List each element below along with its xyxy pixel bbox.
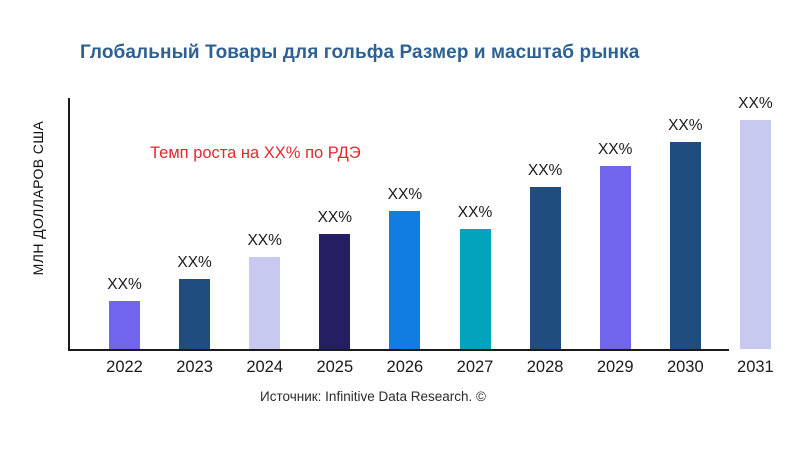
bar-group: XX% 2024 xyxy=(246,96,283,376)
bar-group: XX% 2027 xyxy=(457,96,494,376)
growth-rate-annotation: Темп роста на XX% по РДЭ xyxy=(150,144,361,162)
bar-value-label: XX% xyxy=(387,186,423,203)
bar-value-label: XX% xyxy=(668,117,703,134)
x-tick-label: 2023 xyxy=(176,358,213,376)
x-tick-label: 2022 xyxy=(106,358,143,376)
bar xyxy=(529,187,561,349)
bar-value-label: XX% xyxy=(317,209,353,226)
x-tick-label: 2027 xyxy=(456,358,494,376)
bar-group: XX% 2030 xyxy=(667,96,704,376)
y-axis-label: МЛН ДОЛЛАРОВ США xyxy=(30,120,46,276)
bar xyxy=(669,142,701,349)
x-axis-line xyxy=(68,349,729,351)
bar xyxy=(179,279,211,349)
x-tick-label: 2025 xyxy=(316,358,354,376)
bar-group: XX% 2026 xyxy=(387,96,424,376)
bar-group: XX% 2025 xyxy=(316,96,353,376)
bar-value-label: XX% xyxy=(457,204,493,221)
x-tick-label: 2029 xyxy=(596,358,634,376)
bar-group: XX% 2029 xyxy=(597,96,634,376)
x-tick-label: 2026 xyxy=(386,358,424,376)
x-tick-label: 2028 xyxy=(526,358,564,376)
bar-value-label: XX% xyxy=(597,141,633,158)
bar-group: XX% 2031 xyxy=(737,95,774,376)
plot-area: XX% 2022 XX% 2023 XX% 2024 XX% 2025 XX% 2026 XX% 20… xyxy=(68,95,774,376)
bar-group: XX% 2028 xyxy=(527,96,564,376)
bar xyxy=(319,234,351,349)
chart-title: Глобальный Товары для гольфа Размер и ма… xyxy=(80,42,640,63)
bar xyxy=(599,166,631,349)
source-attribution: Источник: Infinitive Data Research. © xyxy=(260,389,486,404)
bar-value-label: XX% xyxy=(107,276,142,293)
bar-value-label: XX% xyxy=(527,162,563,179)
bar xyxy=(389,211,421,349)
y-axis-line xyxy=(68,98,70,351)
x-tick-label: 2031 xyxy=(737,358,774,376)
bar xyxy=(249,257,281,349)
bar-group: XX% 2023 xyxy=(176,96,213,376)
bar xyxy=(459,229,491,349)
bar-value-label: XX% xyxy=(247,232,282,249)
bar-group: XX% 2022 xyxy=(106,96,143,376)
bar xyxy=(739,120,771,349)
x-tick-label: 2030 xyxy=(666,358,704,376)
bar xyxy=(109,301,140,349)
bar-value-label: XX% xyxy=(177,254,212,271)
bar-value-label: XX% xyxy=(738,95,773,112)
x-tick-label: 2024 xyxy=(246,358,284,376)
